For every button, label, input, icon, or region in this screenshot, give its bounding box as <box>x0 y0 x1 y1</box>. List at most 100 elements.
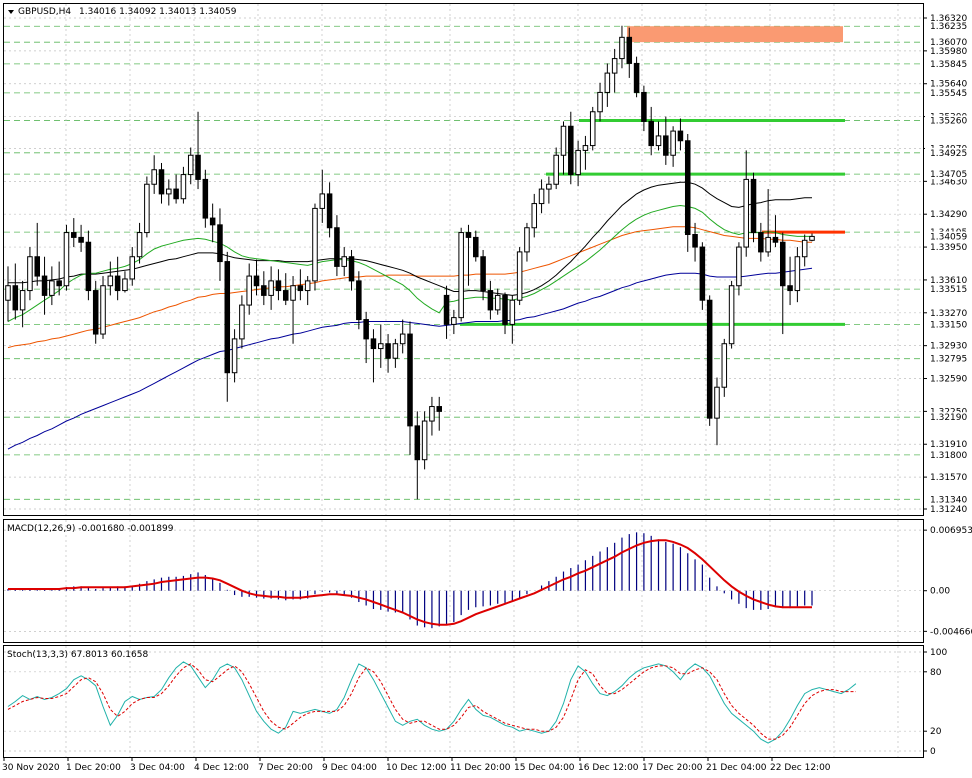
level-label: 1.36070 <box>930 38 967 48</box>
macd-panel-frame <box>3 519 924 643</box>
candle-body <box>34 256 41 277</box>
candle-body <box>436 406 443 412</box>
level-label: 1.36235 <box>930 22 967 32</box>
candle-body <box>151 169 157 185</box>
supply-zone <box>627 26 843 43</box>
time-tick-label: 10 Dec 12:00 <box>386 763 447 773</box>
time-tick-label: 11 Dec 20:00 <box>450 763 511 773</box>
candle-body <box>202 178 209 219</box>
candle-body <box>63 232 70 287</box>
level-label: 1.32795 <box>930 355 967 365</box>
candle-body <box>377 343 384 350</box>
level-label-bg <box>925 319 969 330</box>
candle-body <box>246 275 252 306</box>
candle-body <box>641 91 647 122</box>
time-tick-label: 30 Nov 2020 <box>2 763 60 773</box>
macd-axis: 0.006953 0.00 -0.004666 <box>923 526 972 637</box>
price-tick-label: 1.31910 <box>930 440 967 450</box>
candle-body <box>597 91 603 113</box>
stoch-tick-label: 20 <box>930 727 942 737</box>
candle-body <box>619 36 625 60</box>
price-tick-label: 1.32590 <box>930 375 967 385</box>
level-label: 1.31800 <box>930 451 967 461</box>
candle-body <box>12 285 19 311</box>
price-tick-label: 1.35640 <box>930 80 967 90</box>
stoch-tick-label: 0 <box>930 747 936 757</box>
candle-body <box>217 224 223 263</box>
price-tick-label: 1.31240 <box>930 505 967 515</box>
candle-body <box>341 256 347 267</box>
candle-body <box>195 154 201 180</box>
level-label-bg <box>925 284 969 295</box>
candle-body <box>144 183 150 234</box>
stoch-tick-label: 80 <box>930 668 942 678</box>
symbol-dropdown-icon[interactable] <box>8 10 14 14</box>
level-label-bg <box>925 449 969 460</box>
candle-body <box>772 236 779 243</box>
candle-body <box>27 256 33 292</box>
candle-body <box>136 232 143 258</box>
time-tick-label: 9 Dec 04:00 <box>322 763 377 773</box>
candle-body <box>509 299 516 325</box>
candle-body <box>743 178 749 248</box>
candle-body <box>348 256 355 282</box>
candle-body <box>728 285 735 345</box>
candle-body <box>670 130 676 156</box>
candle-body <box>407 333 413 427</box>
candle-body <box>180 174 187 200</box>
candle-body <box>589 111 596 147</box>
candle-body <box>758 232 764 253</box>
candle-body <box>78 236 84 243</box>
macd-grid <box>4 520 923 642</box>
candle-body <box>319 193 326 209</box>
stoch-series <box>7 661 857 744</box>
candle-body <box>370 338 377 350</box>
stoch-grid <box>4 646 923 757</box>
macd-label: MACD(12,26,9) -0.001680 -0.001899 <box>7 524 174 534</box>
candle-body <box>677 130 684 142</box>
candle-body <box>92 290 99 335</box>
candle-body <box>473 236 479 258</box>
candles <box>5 25 815 500</box>
candle-body <box>531 203 538 229</box>
candle-body <box>297 285 304 292</box>
candle-body <box>502 294 508 325</box>
candle-body <box>114 275 121 292</box>
candle-body <box>568 125 574 176</box>
candle-body <box>611 58 618 74</box>
stoch-panel-frame <box>3 645 924 758</box>
candle-body <box>158 169 165 195</box>
symbol-label: GBPUSD,H4 <box>18 7 71 17</box>
price-tick-label: 1.33950 <box>930 243 967 253</box>
candle-body <box>582 145 589 151</box>
candle-body <box>494 294 501 311</box>
candle-body <box>794 256 801 292</box>
candle-body <box>626 36 633 64</box>
stoch-axis: 100 80 20 0 <box>923 648 947 757</box>
candle-body <box>421 420 428 461</box>
candle-body <box>209 217 216 226</box>
candle-body <box>414 425 421 461</box>
level-label: 1.33515 <box>930 285 967 295</box>
candle-body <box>538 188 545 205</box>
candle-body <box>779 241 786 287</box>
macd-tick-label: 0.006953 <box>930 526 972 536</box>
ohlc-label: 1.34016 1.34092 1.34013 1.34059 <box>79 7 237 17</box>
candle-body <box>290 285 296 301</box>
candle-body <box>714 386 720 419</box>
time-tick-label: 22 Dec 12:00 <box>770 763 831 773</box>
candle-body <box>575 149 581 176</box>
candle-body <box>100 285 106 335</box>
candle-body <box>356 280 362 321</box>
macd-series <box>7 532 813 629</box>
level-label: 1.31340 <box>930 495 967 505</box>
time-axis: 30 Nov 2020 1 Dec 20:00 3 Dec 04:00 4 Dec 1… <box>2 757 831 773</box>
candle-body <box>692 234 698 248</box>
candle-body <box>399 333 406 345</box>
candle-body <box>253 275 260 287</box>
candle-body <box>465 232 472 238</box>
level-label-bg <box>925 412 969 423</box>
candle-body <box>231 338 238 374</box>
price-tick-label: 1.35980 <box>930 47 967 57</box>
time-tick-label: 3 Dec 04:00 <box>130 763 185 773</box>
